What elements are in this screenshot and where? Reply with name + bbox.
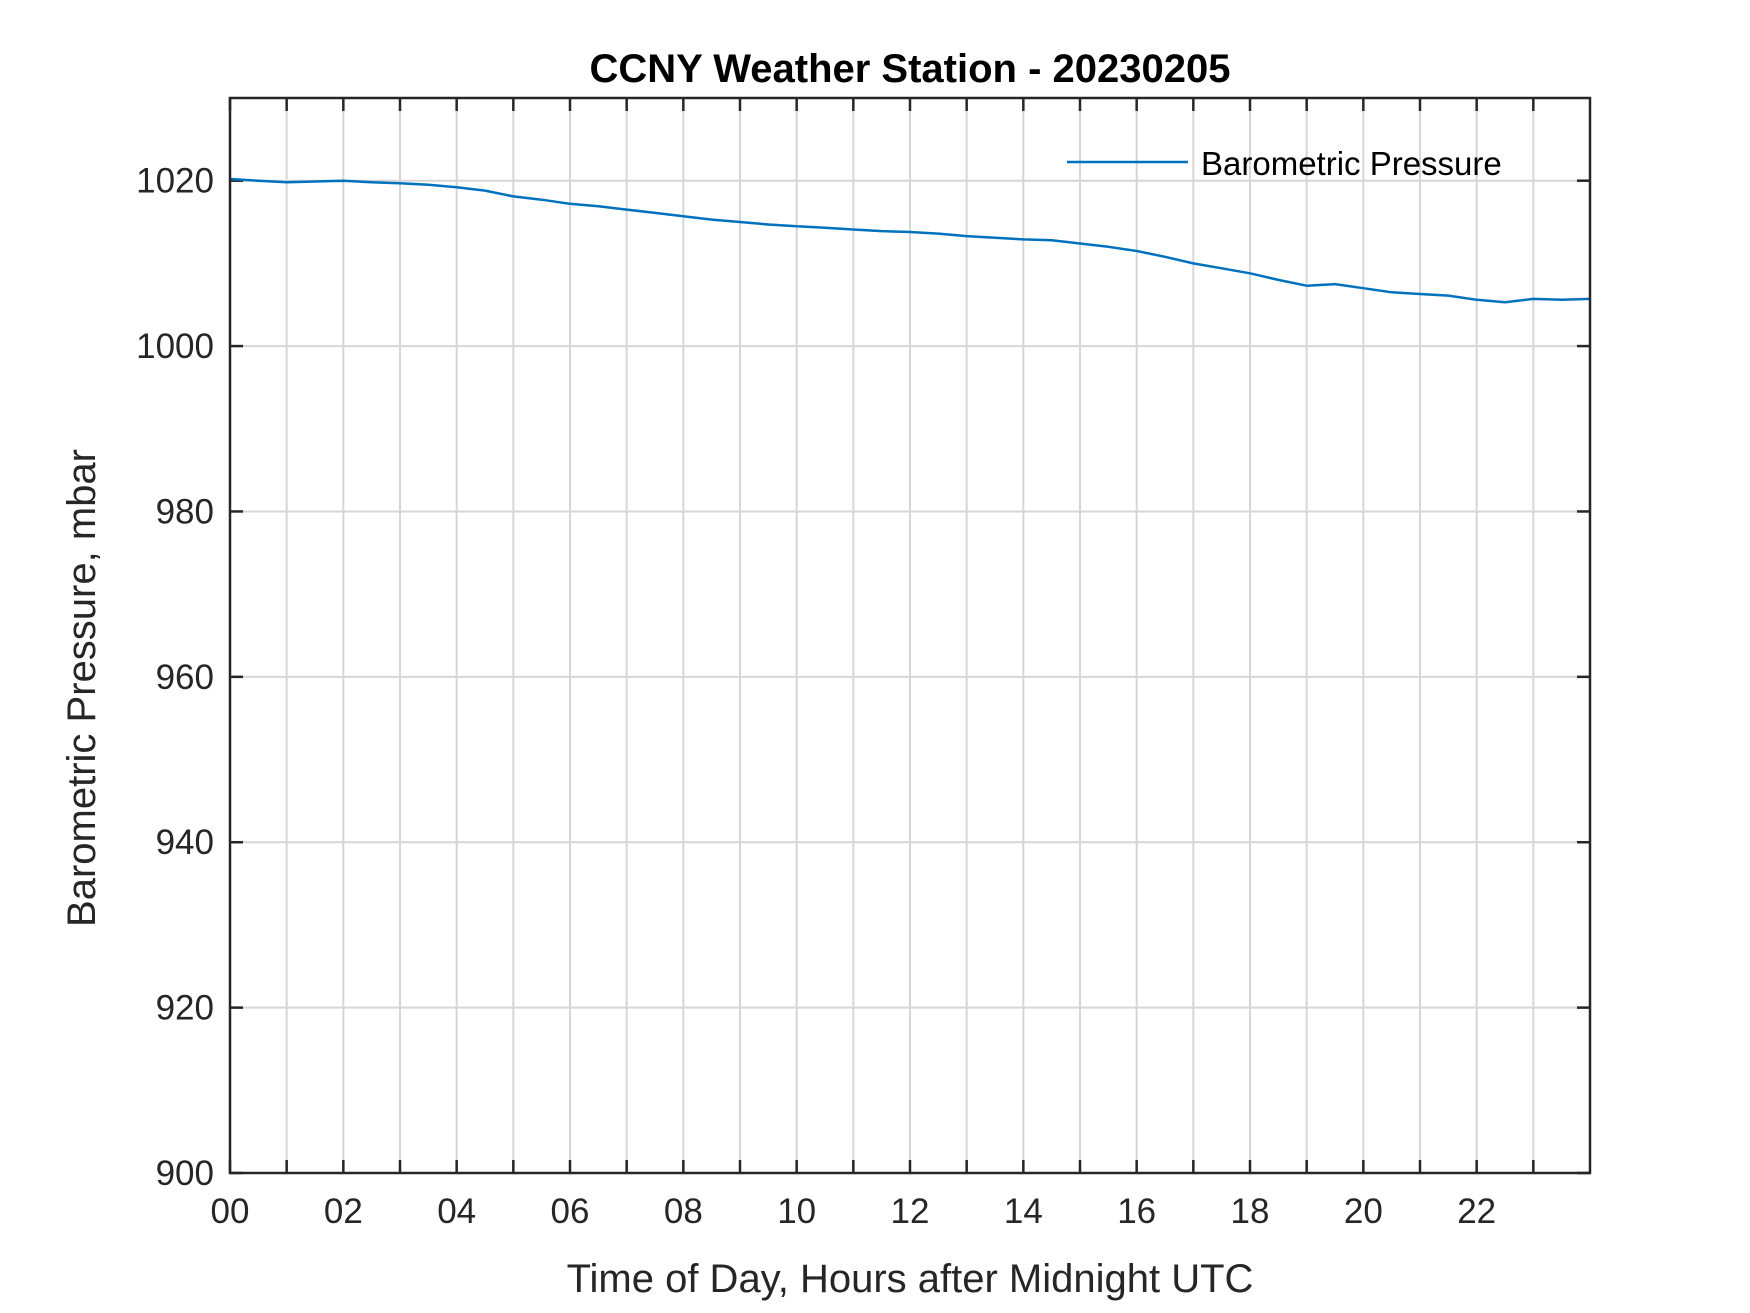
x-tick-label: 12: [891, 1192, 930, 1231]
y-tick-label: 900: [156, 1154, 214, 1193]
x-tick-label: 14: [1004, 1192, 1043, 1231]
x-tick-label: 10: [777, 1192, 816, 1231]
y-tick-label: 980: [156, 492, 214, 531]
chart-title: CCNY Weather Station - 20230205: [590, 47, 1231, 91]
x-tick-label: 16: [1117, 1192, 1156, 1231]
x-tick-label: 06: [551, 1192, 590, 1231]
series-layer: [229, 177, 1591, 304]
x-tick-labels: 00 02 04 06 08 10 12 14 16 18 20 22: [211, 1192, 1497, 1231]
y-tick-label: 1000: [136, 327, 214, 366]
x-axis-label: Time of Day, Hours after Midnight UTC: [567, 1257, 1254, 1301]
y-tick-label: 1020: [136, 162, 214, 201]
x-tick-label: 22: [1457, 1192, 1496, 1231]
x-tick-label: 20: [1344, 1192, 1383, 1231]
legend-label: Barometric Pressure: [1201, 145, 1502, 182]
x-tick-label: 00: [211, 1192, 250, 1231]
y-tick-label: 940: [156, 823, 214, 862]
y-tick-label: 960: [156, 658, 214, 697]
x-tick-label: 08: [664, 1192, 703, 1231]
y-tick-label: 920: [156, 989, 214, 1028]
plot-frame: [228, 96, 1592, 1175]
x-tick-label: 04: [437, 1192, 476, 1231]
y-tick-labels: 900 920 940 960 980 1000 1020: [136, 162, 214, 1193]
y-axis-label: Barometric Pressure, mbar: [60, 449, 104, 927]
series-line-barometric-pressure: [229, 177, 1591, 304]
x-tick-label: 18: [1231, 1192, 1270, 1231]
legend: Barometric Pressure: [1067, 145, 1502, 182]
x-tick-label: 02: [324, 1192, 363, 1231]
